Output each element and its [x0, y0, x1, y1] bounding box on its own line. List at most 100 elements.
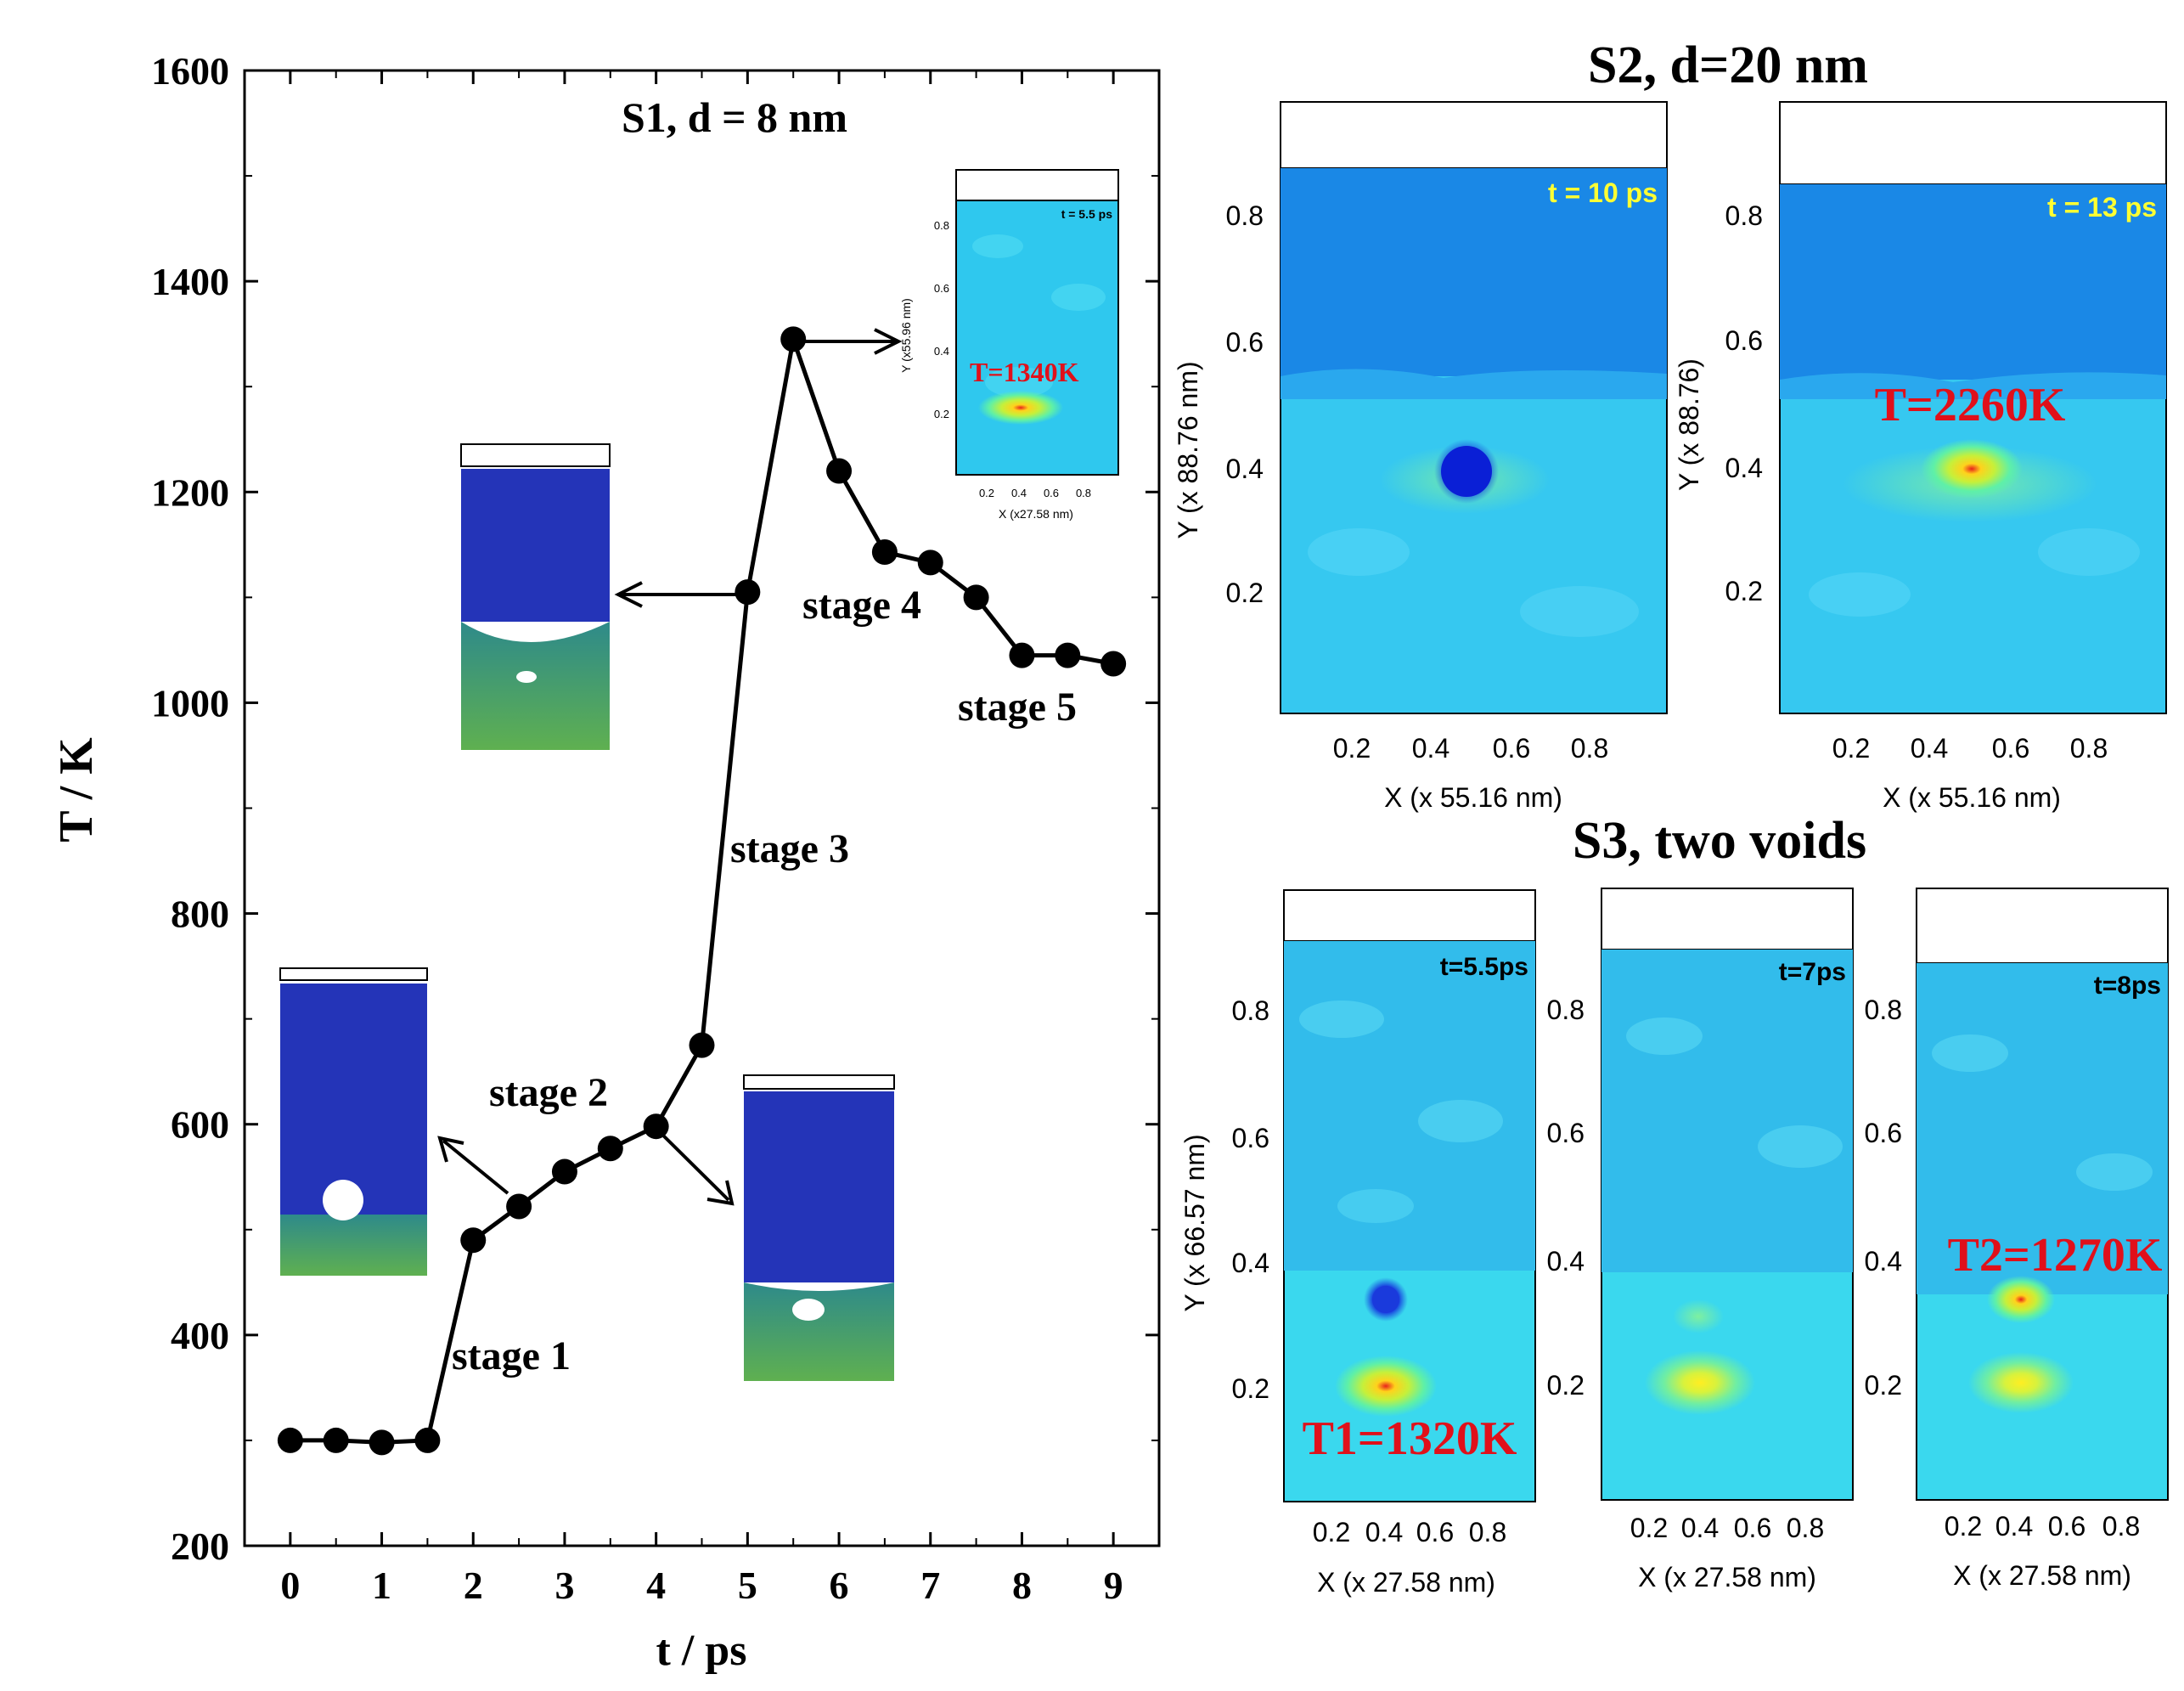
panel-x-tick-label: 0.6: [1992, 733, 2029, 764]
s2-p1-xlabel: X (x 55.16 nm): [1384, 782, 1562, 813]
panel-x-tick-label: 0.6: [1493, 733, 1530, 764]
panel-x-tick-label: 0.4: [1995, 1511, 2033, 1542]
s3-p1-temperature-label: T1=1320K: [1303, 1412, 1517, 1465]
panel-y-tick-label: 0.4: [1226, 454, 1264, 484]
panel-y-tick-label: 0.8: [1865, 995, 1902, 1025]
x-tick-label: 7: [920, 1564, 940, 1607]
s3-panel-2: t=7ps X (x 27.58 nm) 0.2 0.4 0.6 0.8 0.2 0.4…: [1547, 888, 1854, 1592]
inset-xtick: 0.8: [1076, 487, 1091, 499]
panel-x-tick-label: 0.6: [1416, 1517, 1454, 1547]
panel-x-ticks: 0.2 0.4 0.6 0.8: [1313, 1517, 1506, 1547]
inset-ytick: 0.8: [934, 219, 949, 232]
y-tick-label: 800: [171, 893, 229, 936]
inset-time-label: t = 5.5 ps: [1061, 207, 1113, 221]
panel-y-tick-label: 0.6: [1547, 1118, 1585, 1148]
panel-x-tick-label: 0.2: [1945, 1511, 1982, 1542]
panel-x-tick-label: 0.8: [2102, 1511, 2140, 1542]
s2-p1-time-label: t = 10 ps: [1548, 178, 1658, 208]
x-tick-label: 6: [830, 1564, 849, 1607]
panel-y-tick-label: 0.4: [1865, 1246, 1902, 1277]
panel-x-tick-label: 0.2: [1630, 1513, 1668, 1543]
inset-ytick: 0.2: [934, 408, 949, 420]
x-tick-label: 8: [1012, 1564, 1032, 1607]
data-point: [735, 579, 761, 606]
panel-y-tick-label: 0.2: [1865, 1370, 1902, 1401]
panel-y-ticks: 0.2 0.4 0.6 0.8: [1547, 995, 1585, 1401]
panel-x-tick-label: 0.2: [1313, 1517, 1350, 1547]
panel-x-tick-label: 0.8: [2070, 733, 2108, 764]
data-point: [323, 1427, 349, 1453]
data-point: [551, 1158, 577, 1185]
stage-2-label: stage 2: [489, 1070, 608, 1115]
s3-p3-time-label: t=8ps: [2094, 972, 2161, 1000]
panel-y-tick-label: 0.8: [1725, 200, 1763, 231]
panel-y-tick-label: 0.6: [1725, 325, 1763, 356]
data-point: [871, 539, 898, 566]
s2-panel-2: t = 13 ps T=2260K Y (x 88.76) X (x 55.16…: [1674, 101, 2167, 813]
snapshot-stage-2: [743, 1074, 895, 1381]
x-axis-label: t / ps: [656, 1626, 747, 1675]
series-points: [277, 326, 1127, 1456]
panel-y-tick-label: 0.6: [1226, 327, 1264, 358]
x-tick-label: 5: [738, 1564, 757, 1607]
inset-ytick: 0.4: [934, 345, 949, 358]
s2-p2-ylabel: Y (x 88.76): [1674, 358, 1704, 491]
snapshot-stage-1: [279, 967, 428, 1276]
s3-p1-ylabel: Y (x 66.57 nm): [1179, 1134, 1210, 1311]
s3-panel-3: t=8ps T2=1270K X (x 27.58 nm) 0.20.40.60…: [1865, 888, 2169, 1591]
panel-y-tick-label: 0.4: [1547, 1246, 1585, 1277]
y-tick-label: 1400: [151, 260, 229, 303]
chart-title: S1, d = 8 nm: [622, 93, 847, 141]
data-point: [277, 1427, 303, 1453]
arrows: [437, 328, 903, 1206]
s2-p2-xlabel: X (x 55.16 nm): [1883, 782, 2061, 813]
x-tick-label: 1: [372, 1564, 391, 1607]
data-point: [780, 326, 807, 352]
panel-y-ticks: 0.2 0.4 0.6 0.8: [1226, 200, 1264, 608]
data-point: [506, 1193, 532, 1220]
s2-p2-time-label: t = 13 ps: [2047, 192, 2157, 223]
s2-title: S2, d=20 nm: [1588, 37, 1868, 94]
x-axis-ticks: 0 1 2 3 4 5 6 7 8 9: [280, 70, 1123, 1607]
inset-ytick: 0.6: [934, 282, 949, 295]
x-tick-label: 0: [280, 1564, 300, 1607]
y-axis-ticks: 200 400 600 800 1000 1200 1400 1600: [151, 49, 1159, 1568]
panel-x-tick-label: 0.8: [1787, 1513, 1824, 1543]
panel-y-ticks: 0.2 0.4 0.6 0.8: [1725, 200, 1763, 606]
x-tick-label: 4: [646, 1564, 666, 1607]
s3-p3-temperature-label: T2=1270K: [1948, 1229, 2163, 1282]
panel-y-tick-label: 0.2: [1547, 1370, 1585, 1401]
data-point: [917, 550, 943, 576]
s3-p2-xlabel: X (x 27.58 nm): [1638, 1562, 1816, 1592]
panel-x-ticks: 0.2 0.4 0.6 0.8: [1832, 733, 2108, 764]
s3-panel-1: t=5.5ps T1=1320K Y (x 66.57 nm) X (x 27.…: [1179, 889, 1536, 1598]
inset-temperature-label: T=1340K: [970, 357, 1079, 387]
y-tick-label: 600: [171, 1103, 229, 1147]
s3-title: S3, two voids: [1573, 812, 1866, 870]
x-tick-label: 9: [1104, 1564, 1123, 1607]
panel-y-tick-label: 0.6: [1232, 1123, 1269, 1153]
panel-y-tick-label: 0.8: [1547, 995, 1585, 1025]
data-point: [414, 1427, 441, 1453]
panel-x-tick-label: 0.2: [1832, 733, 1870, 764]
panel-x-ticks: 0.2 0.4 0.6 0.8: [1333, 733, 1608, 764]
y-axis-label: T / K: [50, 737, 103, 843]
panel-y-ticks: 0.2 0.4 0.6 0.8: [1865, 995, 1902, 1401]
stage-1-label: stage 1: [452, 1333, 571, 1378]
panel-y-tick-label: 0.2: [1232, 1373, 1269, 1404]
panel-x-tick-label: 0.6: [2048, 1511, 2085, 1542]
x-tick-label: 2: [464, 1564, 483, 1607]
data-point: [689, 1032, 715, 1058]
panel-x-tick-label: 0.4: [1681, 1513, 1719, 1543]
panel-y-tick-label: 0.2: [1226, 578, 1264, 608]
s3-p1-time-label: t=5.5ps: [1440, 953, 1528, 981]
contour-inset: t = 5.5 ps T=1340K 0.8 0.6 0.4 0.2 0.2 0…: [899, 169, 1119, 521]
data-point: [460, 1227, 487, 1254]
panel-y-tick-label: 0.2: [1725, 576, 1763, 606]
stage-4-label: stage 4: [802, 583, 921, 628]
data-point: [369, 1429, 395, 1456]
stage-5-label: stage 5: [958, 685, 1077, 730]
panel-y-tick-label: 0.4: [1232, 1248, 1269, 1278]
